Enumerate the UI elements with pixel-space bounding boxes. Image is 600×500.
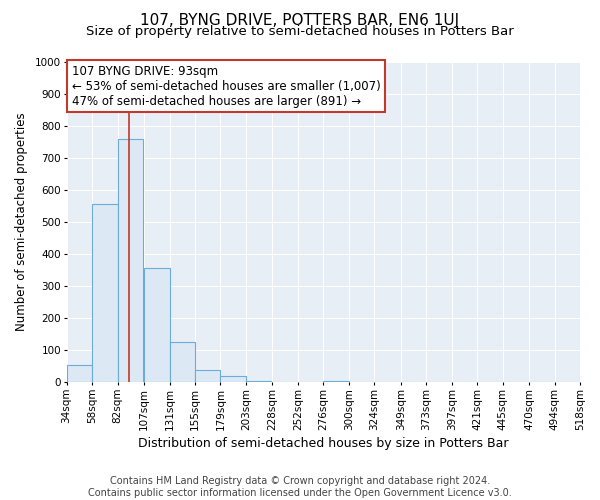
Y-axis label: Number of semi-detached properties: Number of semi-detached properties [15,112,28,331]
Bar [323,381,349,382]
Bar [220,376,246,382]
Bar [92,204,118,382]
Text: 107, BYNG DRIVE, POTTERS BAR, EN6 1UJ: 107, BYNG DRIVE, POTTERS BAR, EN6 1UJ [140,12,460,28]
Bar [118,138,143,382]
Text: Contains HM Land Registry data © Crown copyright and database right 2024.
Contai: Contains HM Land Registry data © Crown c… [88,476,512,498]
Text: Size of property relative to semi-detached houses in Potters Bar: Size of property relative to semi-detach… [86,25,514,38]
X-axis label: Distribution of semi-detached houses by size in Potters Bar: Distribution of semi-detached houses by … [138,437,509,450]
Text: 107 BYNG DRIVE: 93sqm
← 53% of semi-detached houses are smaller (1,007)
47% of s: 107 BYNG DRIVE: 93sqm ← 53% of semi-deta… [72,64,380,108]
Bar [67,364,92,382]
Bar [144,268,170,382]
Bar [170,342,195,382]
Bar [195,370,220,382]
Bar [246,381,271,382]
